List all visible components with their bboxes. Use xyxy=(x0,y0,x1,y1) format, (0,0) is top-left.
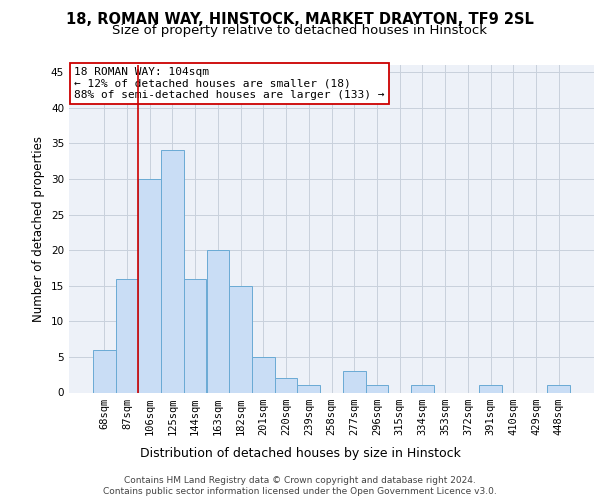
Bar xyxy=(252,357,275,392)
Bar xyxy=(547,386,570,392)
Bar xyxy=(184,278,206,392)
Bar xyxy=(93,350,116,393)
Bar xyxy=(411,386,434,392)
Text: Distribution of detached houses by size in Hinstock: Distribution of detached houses by size … xyxy=(140,448,460,460)
Bar xyxy=(161,150,184,392)
Bar xyxy=(229,286,252,393)
Text: Contains HM Land Registry data © Crown copyright and database right 2024.: Contains HM Land Registry data © Crown c… xyxy=(124,476,476,485)
Text: Size of property relative to detached houses in Hinstock: Size of property relative to detached ho… xyxy=(113,24,487,37)
Bar xyxy=(116,278,139,392)
Bar xyxy=(343,371,365,392)
Bar xyxy=(206,250,229,392)
Text: Contains public sector information licensed under the Open Government Licence v3: Contains public sector information licen… xyxy=(103,487,497,496)
Bar xyxy=(479,386,502,392)
Y-axis label: Number of detached properties: Number of detached properties xyxy=(32,136,46,322)
Bar xyxy=(365,386,388,392)
Bar xyxy=(139,179,161,392)
Text: 18 ROMAN WAY: 104sqm
← 12% of detached houses are smaller (18)
88% of semi-detac: 18 ROMAN WAY: 104sqm ← 12% of detached h… xyxy=(74,66,385,100)
Text: 18, ROMAN WAY, HINSTOCK, MARKET DRAYTON, TF9 2SL: 18, ROMAN WAY, HINSTOCK, MARKET DRAYTON,… xyxy=(66,12,534,26)
Bar xyxy=(298,386,320,392)
Bar xyxy=(275,378,298,392)
